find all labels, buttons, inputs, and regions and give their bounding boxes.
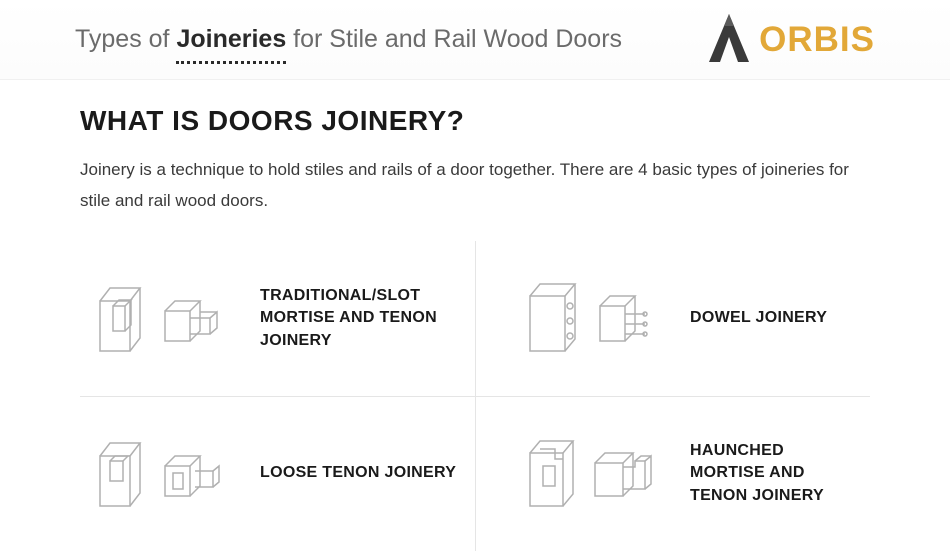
joinery-cell: HAUNCHED MORTISE AND TENON JOINERY — [475, 396, 870, 551]
header: Types of Joineries for Stile and Rail Wo… — [0, 0, 950, 80]
content: WHAT IS DOORS JOINERY? Joinery is a tech… — [0, 80, 950, 551]
logo: ORBIS — [702, 12, 875, 67]
joinery-cell: LOOSE TENON JOINERY — [80, 396, 475, 551]
description: Joinery is a technique to hold stiles an… — [80, 155, 870, 216]
title-suffix: for Stile and Rail Wood Doors — [286, 25, 622, 53]
joinery-cell: DOWEL JOINERY — [475, 241, 870, 396]
joinery-cell: TRADITIONAL/SLOT MORTISE AND TENON JOINE… — [80, 241, 475, 396]
header-title: Types of Joineries for Stile and Rail Wo… — [75, 25, 622, 54]
joinery-label: DOWEL JOINERY — [690, 307, 827, 329]
joinery-label: LOOSE TENON JOINERY — [260, 462, 456, 484]
loose-tenon-icon — [95, 431, 235, 516]
title-bold: Joineries — [176, 25, 286, 64]
logo-text: ORBIS — [759, 20, 875, 60]
dowel-joinery-icon — [525, 276, 665, 361]
joinery-grid: TRADITIONAL/SLOT MORTISE AND TENON JOINE… — [80, 241, 870, 551]
logo-triangle-icon — [702, 12, 757, 67]
haunched-mortise-icon — [525, 431, 665, 516]
joinery-label: TRADITIONAL/SLOT MORTISE AND TENON JOINE… — [260, 285, 460, 352]
main-heading: WHAT IS DOORS JOINERY? — [80, 105, 870, 137]
mortise-tenon-icon — [95, 276, 235, 361]
title-prefix: Types of — [75, 25, 176, 53]
joinery-label: HAUNCHED MORTISE AND TENON JOINERY — [690, 440, 855, 507]
